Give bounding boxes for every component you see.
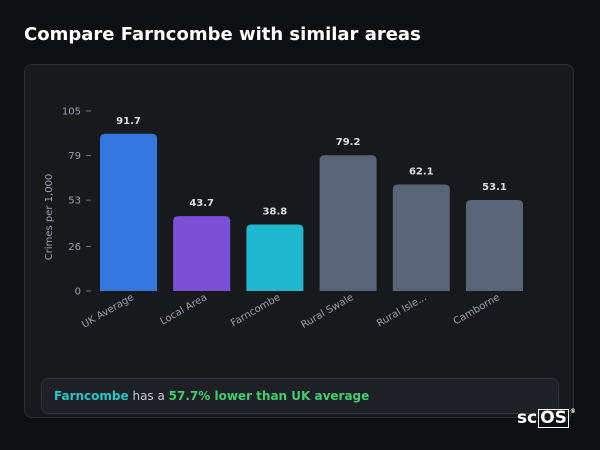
x-tick-label: UK Average [80, 292, 136, 331]
comparison-summary: Farncombe has a 57.7% lower than UK aver… [41, 378, 559, 414]
x-axis-tick-labels: UK Average Local Area Farncombe Rural Swale… [80, 292, 502, 331]
y-axis-ticks: 0 26 53 79 105 [62, 107, 91, 298]
summary-comparison: 57.7% lower than UK average [168, 389, 370, 403]
x-tick-label: Camborne [452, 292, 502, 327]
y-tick-label: 105 [62, 107, 81, 118]
bar-chart: Crimes per 1,000 0 26 53 79 105 91.7 43.7 38.8… [44, 107, 523, 331]
bar-local-area[interactable] [173, 216, 231, 291]
bar-value-label: 53.1 [482, 182, 507, 193]
x-tick-label: Local Area [159, 292, 210, 328]
scos-logo: sc OS ® [517, 408, 576, 428]
bar-rural-isle[interactable] [392, 184, 450, 291]
x-tick-label: Farncombe [229, 292, 282, 329]
bar-value-label: 43.7 [189, 198, 214, 209]
value-labels: 91.7 43.7 38.8 79.2 62.1 53.1 [116, 116, 507, 218]
bar-uk-average[interactable] [100, 133, 157, 291]
bar-value-label: 38.8 [263, 206, 288, 217]
y-tick-label: 0 [75, 287, 81, 298]
chart-card: Crimes per 1,000 0 26 53 79 105 91.7 43.7 38.8… [24, 64, 574, 418]
y-tick-label: 79 [68, 151, 81, 162]
summary-text: has a [128, 389, 169, 403]
x-tick-label: Rural Swale [299, 292, 355, 331]
page-title: Compare Farncombe with similar areas [24, 24, 421, 45]
bars [100, 133, 523, 291]
summary-area-name: Farncombe [54, 389, 129, 403]
bar-farncombe[interactable] [246, 224, 304, 291]
y-tick-label: 53 [68, 196, 81, 207]
bar-camborne[interactable] [466, 199, 523, 291]
bar-value-label: 79.2 [336, 137, 361, 148]
bar-value-label: 91.7 [116, 116, 141, 127]
y-tick-label: 26 [68, 242, 81, 253]
y-axis-label: Crimes per 1,000 [44, 174, 55, 261]
bar-value-label: 62.1 [409, 167, 434, 178]
x-tick-label: Rural Isle... [375, 292, 429, 329]
bar-rural-swale[interactable] [319, 155, 377, 291]
